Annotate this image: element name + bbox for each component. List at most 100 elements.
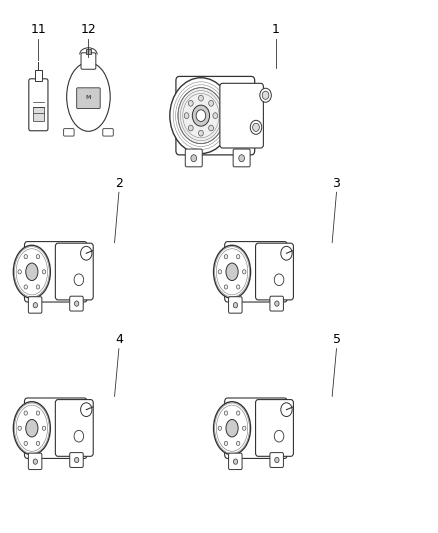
FancyBboxPatch shape [270, 453, 283, 467]
Ellipse shape [214, 245, 251, 298]
Text: 1: 1 [272, 23, 279, 36]
Text: 5: 5 [332, 333, 340, 346]
Circle shape [275, 301, 279, 306]
Circle shape [218, 426, 222, 430]
Ellipse shape [67, 62, 110, 131]
FancyBboxPatch shape [225, 241, 287, 302]
Circle shape [36, 411, 40, 415]
FancyBboxPatch shape [225, 398, 287, 458]
Circle shape [36, 441, 40, 446]
Ellipse shape [13, 245, 50, 298]
FancyBboxPatch shape [70, 453, 83, 467]
Circle shape [170, 78, 232, 154]
FancyBboxPatch shape [103, 128, 113, 136]
Circle shape [250, 120, 262, 134]
Circle shape [208, 125, 213, 131]
Circle shape [81, 246, 92, 260]
FancyBboxPatch shape [55, 400, 93, 456]
FancyBboxPatch shape [77, 88, 100, 109]
Bar [35, 70, 42, 81]
FancyBboxPatch shape [29, 79, 48, 131]
Ellipse shape [13, 402, 50, 455]
Circle shape [237, 285, 240, 289]
Bar [86, 49, 91, 54]
Circle shape [36, 285, 40, 289]
Circle shape [188, 100, 193, 106]
Circle shape [275, 457, 279, 463]
Bar [33, 108, 44, 120]
Circle shape [218, 270, 222, 274]
Circle shape [33, 303, 38, 308]
Circle shape [243, 426, 246, 430]
Circle shape [213, 113, 218, 118]
Circle shape [178, 87, 224, 144]
FancyBboxPatch shape [70, 296, 83, 311]
FancyBboxPatch shape [28, 297, 42, 313]
Circle shape [198, 95, 203, 101]
Circle shape [237, 411, 240, 415]
FancyBboxPatch shape [185, 149, 202, 167]
Circle shape [208, 100, 213, 106]
Ellipse shape [226, 263, 238, 280]
Circle shape [281, 246, 292, 260]
FancyBboxPatch shape [270, 296, 283, 311]
FancyBboxPatch shape [255, 400, 293, 456]
Circle shape [224, 255, 228, 259]
FancyBboxPatch shape [233, 149, 250, 167]
Circle shape [253, 123, 259, 132]
Circle shape [81, 403, 92, 417]
Circle shape [18, 426, 21, 430]
Circle shape [188, 125, 193, 131]
Circle shape [237, 441, 240, 446]
Text: 3: 3 [332, 176, 340, 190]
Circle shape [74, 430, 84, 442]
Text: 4: 4 [115, 333, 123, 346]
Circle shape [33, 459, 38, 464]
Text: 2: 2 [115, 176, 123, 190]
Circle shape [184, 113, 189, 118]
Circle shape [237, 255, 240, 259]
FancyBboxPatch shape [176, 76, 254, 155]
FancyBboxPatch shape [25, 398, 87, 458]
Circle shape [196, 110, 206, 122]
FancyBboxPatch shape [229, 297, 242, 313]
Text: 11: 11 [31, 23, 46, 36]
Circle shape [192, 105, 209, 126]
Ellipse shape [26, 419, 38, 437]
Circle shape [224, 285, 228, 289]
Circle shape [233, 303, 238, 308]
Circle shape [18, 270, 21, 274]
Circle shape [42, 270, 46, 274]
FancyBboxPatch shape [25, 241, 87, 302]
Circle shape [74, 457, 79, 463]
FancyBboxPatch shape [229, 453, 242, 470]
Circle shape [36, 255, 40, 259]
Circle shape [224, 441, 228, 446]
Circle shape [281, 403, 292, 417]
Ellipse shape [26, 263, 38, 280]
Circle shape [224, 411, 228, 415]
Text: M: M [86, 95, 91, 100]
Circle shape [233, 459, 238, 464]
Circle shape [74, 274, 84, 286]
Circle shape [198, 130, 203, 136]
FancyBboxPatch shape [220, 83, 263, 148]
Ellipse shape [214, 402, 251, 455]
Circle shape [24, 255, 28, 259]
Circle shape [191, 155, 197, 161]
Circle shape [260, 88, 271, 102]
Circle shape [274, 274, 284, 286]
FancyBboxPatch shape [81, 53, 96, 69]
Circle shape [24, 411, 28, 415]
Ellipse shape [226, 419, 238, 437]
FancyBboxPatch shape [28, 453, 42, 470]
Circle shape [274, 430, 284, 442]
Circle shape [262, 91, 269, 99]
FancyBboxPatch shape [255, 243, 293, 300]
Circle shape [74, 301, 79, 306]
Circle shape [24, 441, 28, 446]
FancyBboxPatch shape [55, 243, 93, 300]
Text: 12: 12 [81, 23, 96, 36]
Circle shape [24, 285, 28, 289]
FancyBboxPatch shape [64, 128, 74, 136]
